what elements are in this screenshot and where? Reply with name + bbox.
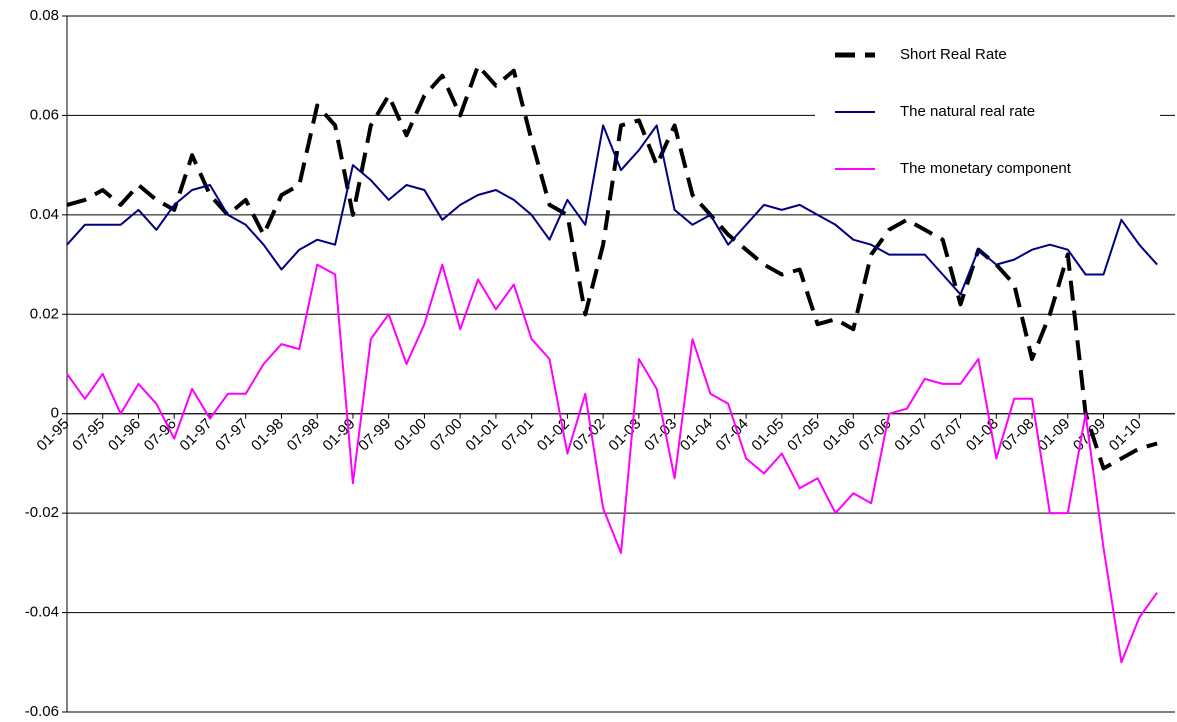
x-tick-label: 01-96 [105,415,144,454]
x-tick-label: 01-01 [462,415,501,454]
y-tick-label: -0.06 [25,703,59,720]
legend: Short Real Rate The natural real rate The … [815,25,1160,195]
x-tick-label: 07-00 [427,415,466,454]
x-tick-label: 01-05 [748,415,787,454]
x-tick-label: 07-95 [69,415,108,454]
x-tick-label: 01-08 [963,415,1002,454]
x-tick-label: 01-06 [820,415,859,454]
x-tick-label: 07-04 [713,415,752,454]
series-line [66,263,1158,664]
x-tick-label: 01-03 [605,415,644,454]
x-tick-label: 01-97 [176,415,215,454]
legend-label: The natural real rate [900,103,1035,120]
y-tick-label: -0.02 [25,504,59,521]
x-tick-label: 07-07 [927,415,966,454]
x-tick-label: 07-03 [641,415,680,454]
x-tick-label: 01-00 [391,415,430,454]
legend-label: The monetary component [900,160,1072,177]
series-line [66,124,1158,296]
x-tick-label: 07-05 [784,415,823,454]
x-tick-label: 01-07 [891,415,930,454]
y-tick-label: 0.06 [30,106,59,123]
legend-label: Short Real Rate [900,46,1007,63]
x-tick-label: 01-10 [1106,415,1145,454]
x-tick-label: 07-06 [856,415,895,454]
y-tick-label: 0.04 [30,206,59,223]
x-tick-label: 07-96 [141,415,180,454]
x-tick-label: 01-99 [319,415,358,454]
x-tick-label: 07-01 [498,415,537,454]
x-tick-label: 07-98 [284,415,323,454]
y-tick-label: 0 [51,405,59,422]
y-tick-label: 0.08 [30,7,59,24]
y-tick-label: 0.02 [30,305,59,322]
series-line [66,63,1158,471]
y-tick-label: -0.04 [25,604,59,621]
x-tick-label: 01-98 [248,415,287,454]
x-tick-label: 07-97 [212,415,251,454]
